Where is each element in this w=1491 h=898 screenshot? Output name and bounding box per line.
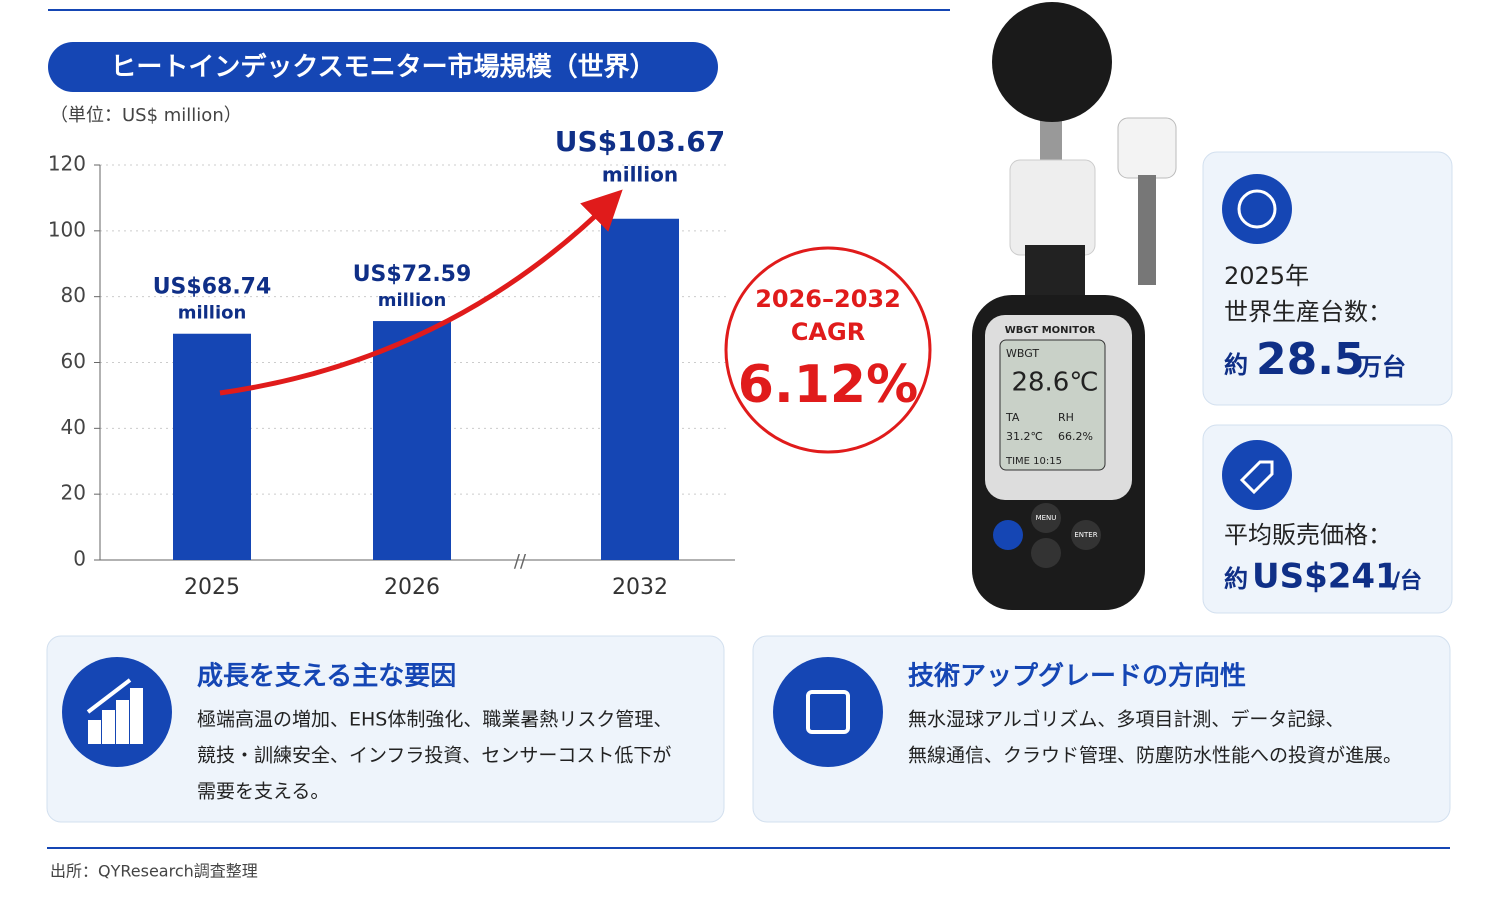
stat-prefix: 約 [1224,565,1248,593]
panel-line: 無線通信、クラウド管理、防塵防水性能への投資が進展。 [908,745,1402,767]
shield [1009,159,1096,256]
stat-value: US$241 [1252,557,1399,597]
cagr-period: 2026–2032 [755,285,901,313]
source: 出所：QYResearch調査整理 [50,862,258,881]
stat-suffix: 万台 [1358,353,1406,381]
unit-label: （単位：US$ million） [50,105,242,126]
value-unit: million [378,290,447,311]
device-reading: 28.6℃ [1011,368,1098,398]
bar [373,321,451,560]
stat-line: 2025年 [1224,262,1309,290]
value-label: US$103.67 [555,125,725,158]
panel-line: 需要を支える。 [197,781,329,803]
value-unit: million [178,303,247,324]
cagr-circle [724,246,932,454]
title-pill [48,42,718,92]
chip-icon [773,657,883,767]
y-tick-label: 40 [61,415,86,439]
x-tick-label: 2026 [384,575,440,600]
stat-prefix: 約 [1224,351,1248,379]
bar [601,218,679,560]
value-unit: million [602,163,678,187]
tag-icon [1222,440,1292,510]
y-tick-label: 100 [48,217,86,241]
device-enter: ENTER [1074,531,1097,539]
chart: 0 20 40 60 80 100 120 // 2025 US$68.74 million 2026… [48,125,735,600]
neck [1025,245,1085,300]
panel-line: 競技・訓練安全、インフラ投資、センサーコスト低下が [197,745,671,767]
bar [173,333,251,560]
x-tick-label: 2032 [612,575,668,600]
device-brand: WBGT MONITOR [1005,325,1096,336]
btn-enter [1071,520,1101,550]
stat-suffix: /台 [1392,568,1422,594]
device-mode: WBGT [1006,347,1039,360]
tag-icon-shape [1239,460,1274,495]
panel-line: 極端高温の増加、EHS体制強化、職業暑熱リスク管理、 [197,709,672,731]
screen [999,339,1106,471]
value-label: US$68.74 [153,275,272,300]
stat-line: 世界生産台数： [1224,298,1392,326]
sensor [1117,117,1177,179]
globe-icon-ring [1237,189,1277,229]
device-rh: 66.2% [1058,430,1093,443]
panel [752,635,1451,823]
device-menu: MENU [1036,514,1057,522]
growth-arrow [219,189,623,396]
cagr-value: 6.12% [738,355,918,415]
chip-icon-shape [806,690,850,734]
device-time: TIME 10:15 [1005,456,1062,467]
y-tick-label: 60 [61,349,86,373]
panel-line: 無水湿球アルゴリズム、多項目計測、データ記録、 [908,709,1344,731]
device-ta: 31.2℃ [1006,430,1043,443]
btn-left [993,520,1023,550]
device-rh-label: RH [1058,411,1074,424]
btn-menu [1031,503,1061,533]
sensor-arm [1138,175,1156,285]
device: WBGT MONITOR WBGT 28.6℃ TA RH 31.2℃ 66.2… [972,2,1177,610]
y-tick-label: 120 [48,152,86,176]
panel-title: 成長を支える主な要因 [197,662,456,692]
y-tick-label: 80 [61,283,86,307]
y-tick-label: 0 [73,547,86,571]
device-ta-label: TA [1005,411,1020,424]
stat-line: 平均販売価格： [1224,521,1392,549]
btn-down [1031,538,1061,568]
title: ヒートインデックスモニター市場規模（世界） [110,52,655,83]
cagr-label: CAGR [791,318,865,346]
value-label: US$72.59 [353,262,472,287]
axis-break: // [514,551,527,572]
x-tick-label: 2025 [184,575,240,600]
stat-value: 28.5 [1256,334,1365,385]
globe-icon [1222,174,1292,244]
panel [46,635,725,823]
growth-icon-bars [86,678,143,744]
globe-bulb [992,2,1112,122]
panel-title: 技術アップグレードの方向性 [908,661,1246,692]
y-tick-label: 20 [61,481,86,505]
